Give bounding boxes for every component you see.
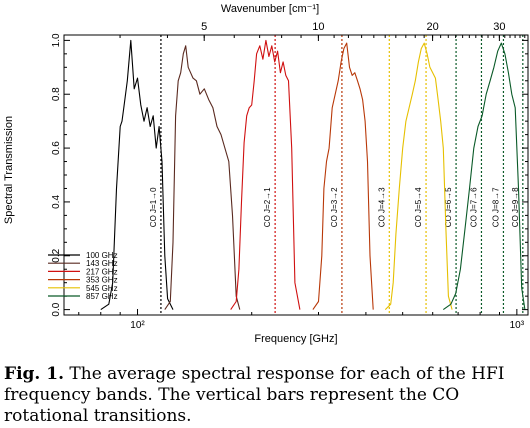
legend-label-6: 857 GHz [86,292,118,301]
y-tick-label-2: 0.4 [51,195,62,209]
co-line-label-1: CO J=1→0 [149,187,158,227]
y-tick-label-5: 1.0 [51,33,62,47]
plot-content: CO J=1→0 CO J=2→1 CO J=3→2 CO J=4→3 CO J=5→4… [100,35,526,315]
series-line-2 [164,45,241,310]
top-tick-label-3: 30 [493,21,505,33]
series-line-6 [442,42,526,311]
y-axis-label: Spectral Transmission [3,116,15,224]
y-tick-label-4: 0.8 [51,87,62,101]
x-tick-label-0: 10² [130,320,145,331]
co-line-label-9: CO J=9→8 [511,187,520,227]
legend-label-2: 143 GHz [86,259,118,268]
series-line-4 [312,42,374,310]
co-line-label-2: CO J=2→1 [263,187,272,227]
series-line-5 [384,42,453,310]
caption-label: Fig. 1. [4,364,64,384]
co-line-label-3: CO J=3→2 [330,187,339,227]
co-line-label-4: CO J=4→3 [377,187,386,227]
legend-label-4: 353 GHz [86,276,118,285]
spectral-response-chart: CO J=1→0 CO J=2→1 CO J=3→2 CO J=4→3 CO J=5→4… [3,3,529,345]
legend-label-1: 100 GHz [86,251,118,260]
co-line-label-8: CO J=8→7 [491,187,500,227]
x-tick-label-1: 10³ [510,320,525,331]
figure-caption: Fig. 1. The average spectral response fo… [4,364,526,427]
top-axis-label: Wavenumber [cm⁻¹] [221,3,319,15]
x-axis-label: Frequency [GHz] [254,333,337,345]
co-line-label-7: CO J=7→6 [469,187,478,227]
top-tick-label-0: 5 [201,21,207,33]
top-tick-label-2: 20 [426,21,438,33]
y-tick-label-3: 0.6 [51,141,62,155]
series-line-3 [230,39,301,310]
legend-label-5: 545 GHz [86,284,118,293]
co-line-label-6: CO J=6→5 [444,187,453,227]
legend-label-3: 217 GHz [86,267,118,276]
top-tick-label-1: 10 [312,21,324,33]
y-tick-label-0: 0.0 [51,302,62,316]
co-line-label-5: CO J=5→4 [414,187,423,227]
series-line-1 [100,39,174,311]
caption-text: The average spectral response for each o… [4,364,505,426]
